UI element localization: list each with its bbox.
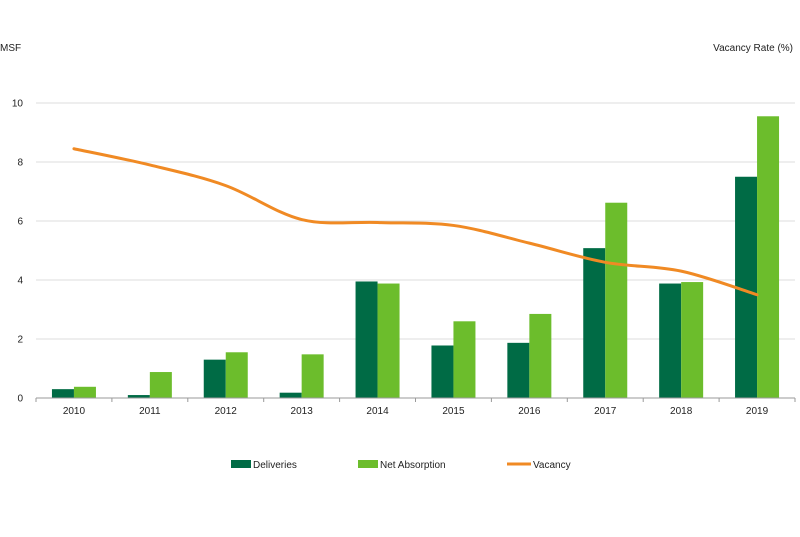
axes: 0 2 4 6 8 10 2010 2011 2012 2013 2014 2015 2016 2017 2…: [12, 99, 796, 417]
deliveries-bar: [431, 345, 454, 398]
deliveries-bar: [355, 281, 378, 398]
legend-label: Vacancy: [533, 460, 571, 471]
vacancy-line: [72, 147, 759, 297]
deliveries-bar: [507, 342, 530, 398]
net-absorption-bar: [73, 386, 96, 398]
net-absorption-bar: [149, 372, 172, 398]
x-tick-label: 2010: [63, 406, 86, 417]
x-tick-label: 2013: [291, 406, 314, 417]
net-absorption-bar: [225, 352, 248, 398]
deliveries-bar: [279, 392, 302, 398]
y-tick-label: 2: [17, 335, 23, 346]
net-absorption-bar: [529, 313, 552, 398]
y-tick-label: 0: [17, 394, 23, 405]
legend-swatch-deliveries: [231, 460, 251, 468]
legend-swatch-net-absorption: [358, 460, 378, 468]
x-tick-label: 2015: [442, 406, 465, 417]
y-left-axis-title: MSF: [0, 43, 21, 54]
net-absorption-bar: [681, 282, 704, 398]
net-absorption-bar: [605, 202, 628, 398]
x-tick-label: 2016: [518, 406, 541, 417]
deliveries-bar: [735, 176, 758, 398]
vacancy-line-layer: [72, 147, 759, 297]
y-tick-label: 6: [17, 217, 23, 228]
deliveries-bar: [659, 283, 682, 398]
bars: [51, 116, 780, 399]
x-tick-label: 2017: [594, 406, 617, 417]
x-tick-label: 2019: [746, 406, 769, 417]
deliveries-bar: [583, 248, 606, 398]
legend: Deliveries Net Absorption Vacancy: [231, 460, 571, 471]
legend-label: Net Absorption: [380, 460, 446, 471]
net-absorption-bar: [757, 116, 780, 399]
x-tick-label: 2012: [215, 406, 238, 417]
legend-label: Deliveries: [253, 460, 297, 471]
y-tick-label: 8: [17, 158, 23, 169]
deliveries-bar: [203, 359, 226, 398]
x-tick-label: 2011: [139, 406, 161, 417]
net-absorption-bar: [377, 283, 400, 398]
deliveries-bar: [51, 389, 74, 398]
deliveries-bar: [127, 395, 150, 398]
net-absorption-bar: [453, 321, 476, 398]
y-tick-label: 10: [12, 99, 24, 110]
y-tick-label: 4: [17, 276, 23, 287]
y-right-axis-title: Vacancy Rate (%): [713, 43, 793, 54]
x-tick-label: 2018: [670, 406, 693, 417]
net-absorption-bar: [301, 354, 324, 398]
x-tick-label: 2014: [366, 406, 389, 417]
